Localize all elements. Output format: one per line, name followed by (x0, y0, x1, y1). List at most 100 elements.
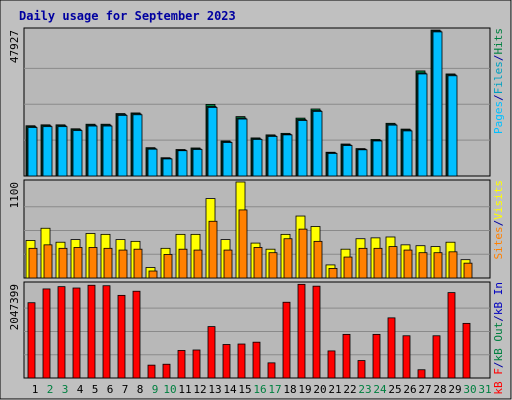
bar-pages-day-1 (27, 127, 38, 177)
bar-kb-f-day-18 (282, 301, 291, 379)
bar-kb-f-day-22 (342, 333, 351, 379)
bar-pages-day-14 (222, 142, 233, 177)
bar-pages-day-22 (342, 145, 353, 177)
bar-kb-f-day-12 (192, 349, 201, 379)
x-tick-label-day-5: 5 (92, 383, 99, 396)
bar-pages-day-29 (447, 75, 458, 177)
x-tick-label-day-22: 22 (343, 383, 356, 396)
chart-title: Daily usage for September 2023 (19, 9, 236, 23)
bar-kb-f-day-2 (42, 288, 51, 379)
bar-sites-day-7 (118, 249, 128, 279)
bar-kb-f-day-3 (57, 286, 66, 379)
bar-kb-f-day-30 (462, 322, 471, 379)
x-tick-label-day-26: 26 (403, 383, 416, 396)
bar-pages-day-10 (162, 158, 173, 177)
bar-kb-f-day-11 (177, 350, 186, 379)
bar-pages-day-7 (117, 114, 128, 177)
legend-item: / (492, 94, 505, 101)
bar-sites-day-1 (28, 247, 38, 279)
bar-sites-day-26 (403, 249, 413, 279)
bar-kb-f-day-19 (297, 283, 306, 379)
legend-item: Pages (492, 101, 505, 134)
legend-item: Hits (492, 28, 505, 55)
bar-kb-f-day-14 (222, 344, 231, 379)
bar-kb-f-day-6 (102, 285, 111, 379)
x-tick-label-day-16: 16 (253, 383, 266, 396)
bar-pages-day-6 (102, 125, 113, 177)
bar-sites-day-9 (148, 270, 158, 279)
bar-pages-day-27 (417, 73, 428, 177)
bar-sites-day-30 (463, 262, 473, 279)
x-tick-label-day-21: 21 (328, 383, 341, 396)
bar-pages-day-24 (372, 140, 383, 177)
x-tick-label-day-18: 18 (283, 383, 296, 396)
bar-sites-day-13 (208, 220, 218, 279)
legend-item: / (492, 362, 505, 369)
bar-sites-day-15 (238, 209, 248, 279)
x-tick-label-day-3: 3 (62, 383, 69, 396)
bar-sites-day-6 (103, 247, 113, 279)
x-tick-label-day-20: 20 (313, 383, 326, 396)
bar-sites-day-3 (58, 247, 68, 279)
bar-sites-day-23 (358, 247, 368, 279)
panel-visits-sites: 1100 Sites/Visits (8, 179, 505, 279)
bar-kb-f-day-15 (237, 343, 246, 379)
x-tick-label-day-9: 9 (152, 383, 159, 396)
bar-kb-f-day-4 (72, 287, 81, 379)
bar-pages-day-17 (267, 135, 278, 177)
bar-sites-day-27 (418, 252, 428, 279)
bar-sites-day-21 (328, 267, 338, 279)
bar-kb-f-day-29 (447, 292, 456, 379)
bar-sites-day-29 (448, 251, 458, 279)
bar-sites-day-12 (193, 249, 203, 279)
bar-pages-day-11 (177, 150, 188, 177)
bar-pages-day-2 (42, 126, 53, 177)
bar-pages-day-13 (207, 107, 218, 177)
x-tick-label-day-1: 1 (32, 383, 39, 396)
bar-kb-f-day-28 (432, 335, 441, 379)
chart-panels: 47927Pages/Files/Hits1100Sites/Visits204… (8, 27, 505, 395)
bar-sites-day-2 (43, 244, 53, 279)
bar-sites-day-25 (388, 246, 398, 279)
x-tick-label-day-27: 27 (418, 383, 431, 396)
bar-sites-day-4 (73, 247, 83, 279)
bar-kb-f-day-26 (402, 335, 411, 379)
x-tick-label-day-31: 31 (478, 383, 491, 396)
y-max-label: 47927 (8, 30, 21, 63)
x-tick-label-day-12: 12 (193, 383, 206, 396)
bar-kb-f-day-5 (87, 284, 96, 379)
bar-pages-day-18 (282, 134, 293, 177)
bar-kb-f-day-9 (147, 364, 156, 379)
legend-kbytes: kB F/kB Out/kB In (492, 282, 505, 395)
bar-pages-day-28 (432, 31, 443, 177)
x-tick-label-day-25: 25 (388, 383, 401, 396)
bar-kb-f-day-27 (417, 369, 426, 379)
bar-kb-f-day-13 (207, 326, 216, 379)
bar-pages-day-19 (297, 120, 308, 177)
x-tick-label-day-13: 13 (208, 383, 221, 396)
bar-pages-day-16 (252, 139, 263, 177)
bar-kb-f-day-1 (27, 302, 36, 379)
y-max-label: 2047399 (8, 284, 21, 330)
legend-item: Sites (492, 226, 505, 259)
bar-kb-f-day-20 (312, 285, 321, 379)
x-tick-label-day-6: 6 (107, 383, 114, 396)
legend-item: / (492, 315, 505, 322)
x-tick-label-day-23: 23 (358, 383, 371, 396)
x-tick-label-day-11: 11 (178, 383, 191, 396)
x-axis-labels: 1 2 3 4 5 6 7 8 9 10 11 12 13 14 15 16 17 18 19 20 21 22 23 24 2… (32, 383, 492, 396)
bar-kb-f-day-7 (117, 294, 126, 379)
bar-sites-day-24 (373, 247, 383, 279)
bar-pages-day-5 (87, 125, 98, 177)
bar-sites-day-22 (343, 256, 353, 279)
bar-pages-day-8 (132, 114, 143, 177)
legend-visits-sites: Sites/Visits (492, 180, 505, 260)
bar-sites-day-18 (283, 238, 293, 279)
x-tick-label-day-4: 4 (77, 383, 84, 396)
x-tick-label-day-30: 30 (463, 383, 476, 396)
legend-item: / (492, 55, 505, 62)
x-tick-label-day-7: 7 (122, 383, 129, 396)
bar-pages-day-9 (147, 148, 158, 177)
x-tick-label-day-17: 17 (268, 383, 281, 396)
